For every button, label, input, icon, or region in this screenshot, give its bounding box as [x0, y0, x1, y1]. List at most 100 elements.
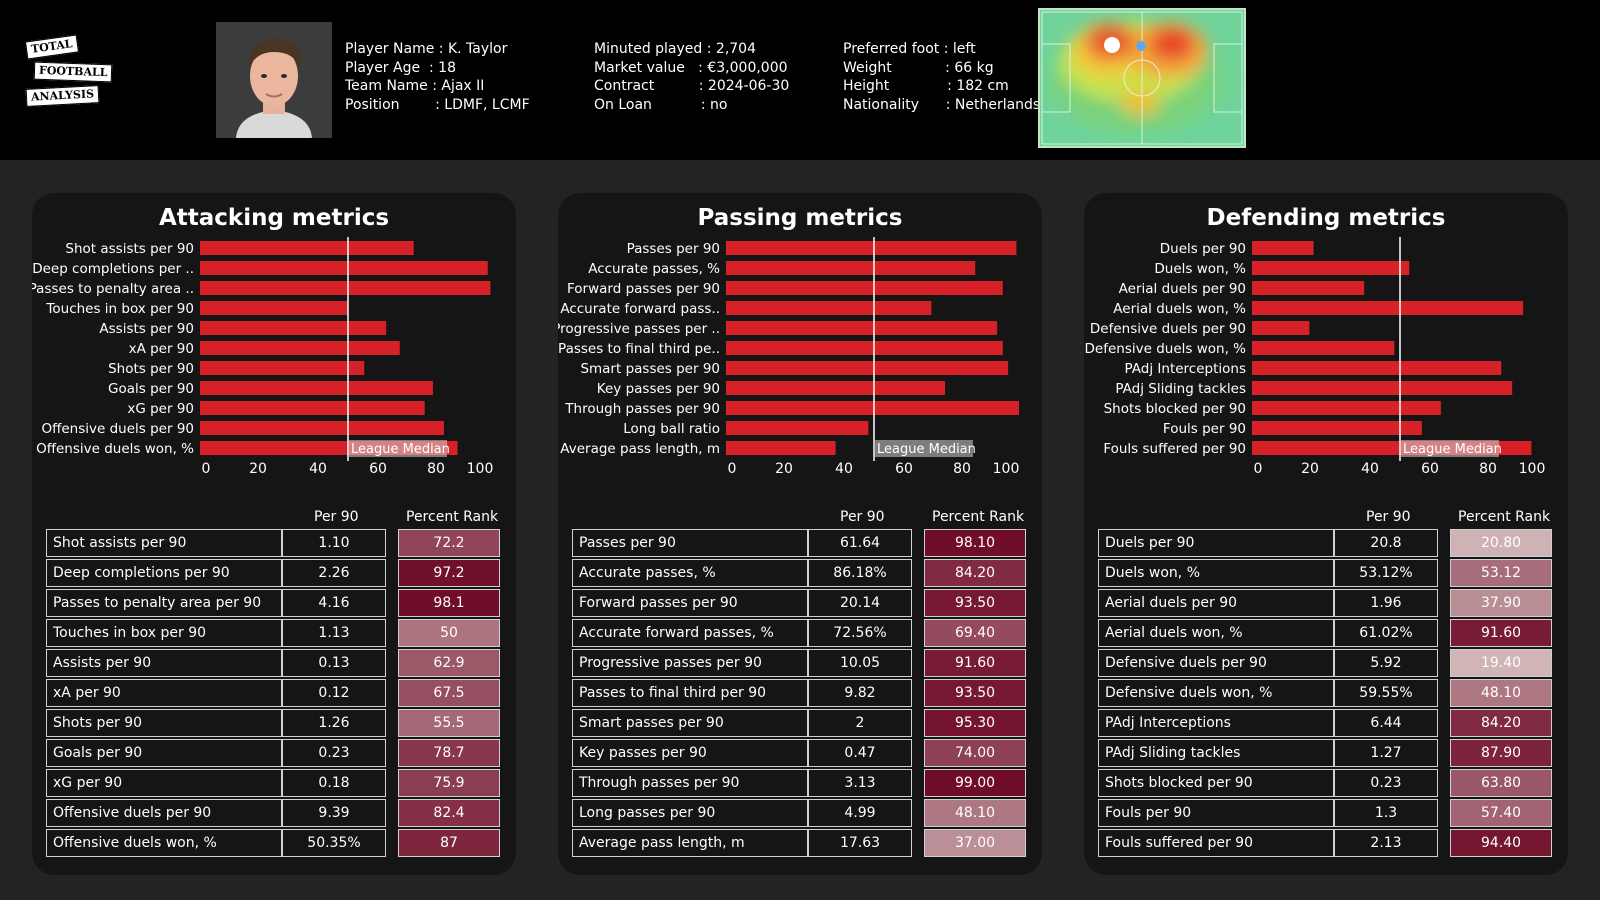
info-column-3: Preferred foot : left Weight : 66 kg Hei… — [843, 40, 1040, 114]
per90-cell: 17.63 — [808, 829, 912, 857]
metric-name-cell: PAdj Interceptions — [1098, 709, 1334, 737]
bar — [1252, 261, 1410, 275]
per90-cell: 0.13 — [282, 649, 386, 677]
logo-line-2: FOOTBALL — [33, 61, 113, 83]
bar-label: Offensive duels per 90 — [41, 421, 194, 437]
median-label: League Median — [351, 442, 450, 457]
x-tick-label: 100 — [993, 461, 1020, 477]
percent-rank-cell: 20.80 — [1450, 529, 1552, 557]
bar — [726, 381, 946, 395]
bar — [200, 401, 425, 415]
defending-panel: Defending metrics Duels per 90 Duels won,… — [1084, 193, 1568, 875]
metric-name-cell: Assists per 90 — [46, 649, 282, 677]
bar — [1252, 341, 1395, 355]
bar — [200, 381, 433, 395]
per90-cell: 20.14 — [808, 589, 912, 617]
percent-rank-cell: 37.00 — [924, 829, 1026, 857]
info-weight: Weight : 66 kg — [843, 59, 994, 76]
bar — [1252, 281, 1365, 295]
per90-cell: 0.23 — [282, 739, 386, 767]
metric-name-cell: PAdj Sliding tackles — [1098, 739, 1334, 767]
per90-cell: 2.13 — [1334, 829, 1438, 857]
metric-name-cell: Smart passes per 90 — [572, 709, 808, 737]
metric-name-cell: Offensive duels won, % — [46, 829, 282, 857]
median-label: League Median — [877, 442, 976, 457]
per90-cell: 0.18 — [282, 769, 386, 797]
metric-name-cell: Fouls per 90 — [1098, 799, 1334, 827]
bar — [726, 281, 1003, 295]
bar — [726, 421, 869, 435]
metric-name-cell: Shot assists per 90 — [46, 529, 282, 557]
per90-cell: 5.92 — [1334, 649, 1438, 677]
x-tick-label: 100 — [1519, 461, 1546, 477]
metric-name-cell: Passes to final third per 90 — [572, 679, 808, 707]
metric-name-cell: xA per 90 — [46, 679, 282, 707]
player-portrait-icon — [216, 22, 332, 138]
attacking-panel: Attacking metrics Shot assists per 90 Dee… — [32, 193, 516, 875]
bar — [726, 261, 976, 275]
bar-label: Aerial duels per 90 — [1119, 281, 1246, 297]
bar-label: Accurate forward pass.. — [560, 301, 720, 317]
median-label: League Median — [1403, 442, 1502, 457]
defending-bar-chart: Duels per 90 Duels won, % Aerial duels per… — [1085, 237, 1546, 477]
per90-cell: 1.26 — [282, 709, 386, 737]
percent-rank-cell: 98.1 — [398, 589, 500, 617]
avg-touch-marker — [1136, 41, 1146, 51]
per90-cell: 61.64 — [808, 529, 912, 557]
per90-cell: 0.47 — [808, 739, 912, 767]
metric-name-cell: Forward passes per 90 — [572, 589, 808, 617]
bar-label: PAdj Interceptions — [1125, 361, 1246, 377]
percent-rank-cell: 19.40 — [1450, 649, 1552, 677]
heatmap — [1038, 8, 1246, 148]
defending-rank-header: Percent Rank — [1458, 509, 1551, 525]
per90-cell: 50.35% — [282, 829, 386, 857]
per90-cell: 2 — [808, 709, 912, 737]
metric-name-cell: Duels per 90 — [1098, 529, 1334, 557]
percent-rank-cell: 98.10 — [924, 529, 1026, 557]
bar — [1252, 401, 1441, 415]
defending-per90-header: Per 90 — [1366, 509, 1411, 525]
x-tick-label: 80 — [427, 461, 445, 477]
x-tick-label: 0 — [1254, 461, 1263, 477]
bar-label: Long ball ratio — [623, 421, 720, 437]
logo-line-3: ANALYSIS — [25, 85, 100, 107]
percent-rank-cell: 55.5 — [398, 709, 500, 737]
info-market-value: Market value : €3,000,000 — [594, 59, 788, 76]
percent-rank-cell: 63.80 — [1450, 769, 1552, 797]
percent-rank-cell: 74.00 — [924, 739, 1026, 767]
percent-rank-cell: 94.40 — [1450, 829, 1552, 857]
bar — [200, 261, 488, 275]
bar-label: Defensive duels won, % — [1085, 341, 1247, 357]
per90-cell: 72.56% — [808, 619, 912, 647]
avg-position-marker — [1104, 37, 1120, 53]
x-tick-label: 60 — [895, 461, 913, 477]
per90-cell: 53.12% — [1334, 559, 1438, 587]
x-tick-label: 40 — [1361, 461, 1379, 477]
x-tick-label: 0 — [202, 461, 211, 477]
info-on-loan: On Loan : no — [594, 96, 728, 113]
bar-label: Fouls suffered per 90 — [1103, 441, 1246, 457]
bar-label: Passes to penalty area .. — [32, 281, 194, 297]
bar — [1252, 381, 1513, 395]
x-tick-label: 80 — [953, 461, 971, 477]
per90-cell: 61.02% — [1334, 619, 1438, 647]
percent-rank-cell: 91.60 — [924, 649, 1026, 677]
logo-line-1: TOTAL — [24, 34, 79, 60]
per90-cell: 0.12 — [282, 679, 386, 707]
metric-name-cell: Duels won, % — [1098, 559, 1334, 587]
bar-label: xA per 90 — [129, 341, 194, 357]
x-tick-label: 80 — [1479, 461, 1497, 477]
bar — [1252, 301, 1524, 315]
bar-label: Shots per 90 — [108, 361, 194, 377]
metric-name-cell: Accurate forward passes, % — [572, 619, 808, 647]
bar-label: Progressive passes per .. — [558, 321, 720, 337]
bar-label: Through passes per 90 — [564, 401, 720, 417]
x-tick-label: 20 — [249, 461, 267, 477]
metric-name-cell: Shots blocked per 90 — [1098, 769, 1334, 797]
logo: TOTAL FOOTBALL ANALYSIS — [24, 34, 113, 110]
bar — [200, 321, 387, 335]
x-tick-label: 20 — [1301, 461, 1319, 477]
info-contract: Contract : 2024-06-30 — [594, 78, 790, 94]
percent-rank-cell: 82.4 — [398, 799, 500, 827]
per90-cell: 20.8 — [1334, 529, 1438, 557]
